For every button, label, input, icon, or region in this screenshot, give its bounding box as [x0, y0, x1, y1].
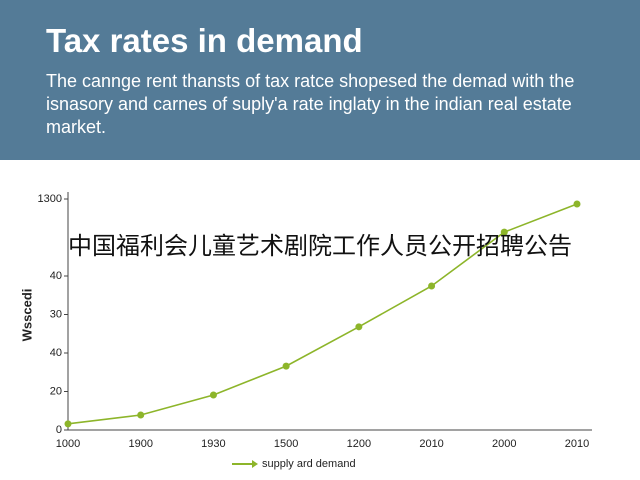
overlay-text: 中国福利会儿童艺术剧院工作人员公开招聘公告: [68, 233, 572, 260]
x-tick-label: 2010: [419, 438, 443, 450]
point: [500, 228, 508, 236]
x-tick-label: 1200: [347, 438, 371, 450]
point: [428, 282, 436, 290]
x-tick-label: 1900: [128, 438, 152, 450]
x-tick-label: 2010: [565, 438, 589, 450]
subtitle: The cannge rent thansts of tax ratce sho…: [46, 71, 575, 137]
y-axis-label: Wsscedi: [19, 289, 34, 342]
point: [573, 200, 581, 208]
legend-arrow: [252, 460, 258, 468]
x-tick-label: 2000: [492, 438, 516, 450]
y-tick-label: 20: [50, 385, 62, 397]
point: [137, 411, 145, 419]
point: [209, 391, 217, 399]
x-tick-label: 1930: [201, 438, 225, 450]
line: [67, 203, 578, 425]
y-tick-label: 0: [56, 424, 62, 436]
legend-label: supply ard demand: [262, 458, 356, 470]
x-tick-label: 1000: [56, 438, 80, 450]
point: [64, 420, 72, 428]
y-tick-label: 40: [50, 347, 62, 359]
x-tick-label: 1500: [274, 438, 298, 450]
y-tick-label: 1300: [38, 193, 62, 205]
point: [282, 362, 290, 370]
y-tick-label: 40: [50, 270, 62, 282]
y-tick-label: 30: [50, 308, 62, 320]
header: Tax rates in demand The cannge rent than…: [0, 0, 640, 160]
point: [355, 323, 363, 331]
title: Tax rates in demand: [46, 22, 363, 59]
